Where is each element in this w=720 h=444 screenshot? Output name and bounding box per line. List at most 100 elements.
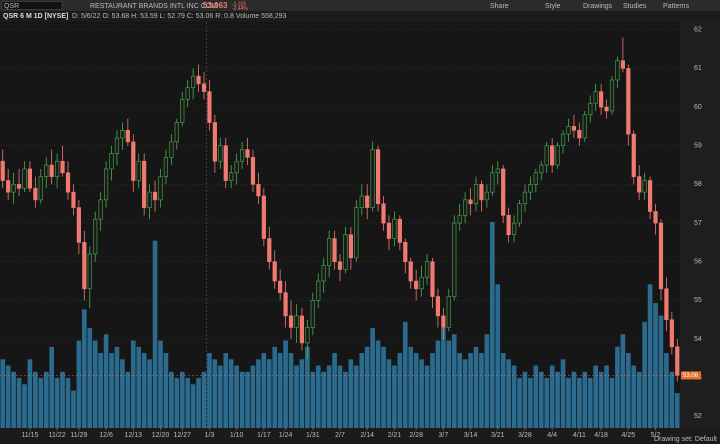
- volume-bar: [228, 359, 234, 428]
- last-price-label: 53.06: [683, 373, 699, 379]
- volume-bar: [207, 353, 212, 428]
- candle-body: [93, 218, 98, 255]
- volume-bar: [664, 353, 669, 428]
- candle-body: [283, 292, 288, 317]
- volume-bar: [109, 353, 114, 428]
- candle-body: [38, 176, 43, 201]
- candle-body: [664, 288, 669, 321]
- candle-body: [234, 160, 239, 174]
- volume-bar: [245, 371, 250, 428]
- volume-bar: [179, 371, 185, 428]
- x-tick-label: 12/6: [99, 432, 113, 439]
- volume-bar: [343, 371, 348, 428]
- volume-bar: [359, 353, 365, 428]
- candle-body: [647, 180, 653, 212]
- volume-bar: [130, 340, 136, 428]
- candle-body: [305, 327, 310, 344]
- candle-body: [473, 184, 479, 205]
- candle-body: [82, 242, 87, 290]
- candle-body: [49, 164, 54, 177]
- candle-body: [196, 75, 201, 85]
- candle-body: [223, 145, 228, 181]
- volume-bar: [566, 378, 571, 428]
- volume-bar: [196, 378, 201, 428]
- candle-body: [441, 315, 446, 328]
- candle-body: [103, 168, 109, 201]
- company: RESTAURANT BRANDS INTL INC COM: [90, 3, 217, 10]
- y-tick-label: 57: [694, 220, 702, 227]
- volume-bar: [642, 321, 647, 428]
- candle-body: [11, 184, 16, 193]
- volume-bar: [71, 390, 76, 428]
- candle-body: [495, 168, 500, 174]
- candle-body: [419, 276, 424, 290]
- candle-body: [577, 129, 582, 139]
- volume-bar: [462, 359, 468, 428]
- volume-bar: [620, 334, 626, 428]
- candle-body: [620, 60, 625, 69]
- volume-bar: [315, 365, 321, 428]
- toolbar-button[interactable]: Patterns: [663, 3, 690, 10]
- volume-bar: [571, 371, 577, 428]
- chart-info: D: 5/6/22 O: 53.68 H: 53.59 L: 52.79 C: …: [72, 13, 287, 20]
- candle-body: [457, 215, 462, 224]
- candle-body: [414, 280, 419, 290]
- volume-bar: [223, 353, 229, 428]
- toolbar-button[interactable]: Share: [490, 3, 509, 10]
- candle-body: [16, 184, 22, 189]
- candle-body: [463, 199, 468, 216]
- candle-body: [212, 122, 217, 162]
- candle-body: [109, 153, 114, 170]
- toolbar-button[interactable]: Studies: [623, 3, 647, 10]
- volume-bar: [114, 346, 120, 428]
- candle-body: [201, 83, 207, 92]
- candle-body: [218, 145, 223, 162]
- volume-bar: [92, 340, 98, 428]
- toolbar-button[interactable]: Drawings: [583, 3, 613, 10]
- volume-bar: [60, 371, 65, 428]
- drawing-set[interactable]: Drawing set: Default: [654, 436, 717, 443]
- candle-body: [397, 218, 402, 243]
- x-tick-label: 1/10: [230, 432, 244, 439]
- volume-bar: [392, 365, 397, 428]
- candle-body: [158, 176, 163, 201]
- candle-body: [604, 106, 609, 112]
- candle-body: [332, 238, 337, 263]
- candle-body: [599, 91, 604, 108]
- volume-bar: [283, 340, 288, 428]
- toolbar-button[interactable]: Style: [545, 3, 561, 10]
- candle-body: [60, 160, 65, 174]
- volume-bar: [451, 334, 457, 428]
- volume-bar: [5, 365, 11, 428]
- candle-body: [152, 191, 158, 201]
- x-tick-label: 11/22: [49, 432, 66, 439]
- x-tick-label: 12/13: [125, 432, 143, 439]
- volume-bar: [430, 353, 435, 428]
- volume-bar: [27, 359, 33, 428]
- volume-bar: [582, 371, 588, 428]
- volume-bar: [158, 340, 163, 428]
- volume-bar: [386, 359, 392, 428]
- symbol-box[interactable]: [1, 1, 63, 10]
- volume-bar: [190, 384, 196, 428]
- candle-body: [250, 157, 256, 185]
- candle-body: [626, 68, 631, 135]
- volume-bar: [468, 353, 473, 428]
- volume-bar: [375, 340, 381, 428]
- candle-body: [327, 238, 332, 266]
- candle-body: [658, 222, 664, 290]
- candle-body: [76, 207, 81, 243]
- candle-body: [316, 280, 321, 301]
- volume-bar: [577, 378, 582, 428]
- symbol: QSR: [4, 3, 19, 10]
- volume-bar: [517, 378, 522, 428]
- x-tick-label: 3/14: [464, 432, 478, 439]
- candle-body: [136, 160, 141, 181]
- volume-bar: [136, 346, 142, 428]
- volume-bar: [609, 378, 615, 428]
- candle-body: [550, 145, 555, 166]
- volume-bar: [348, 359, 354, 428]
- candle-body: [55, 160, 60, 177]
- y-tick-label: 52: [694, 413, 702, 420]
